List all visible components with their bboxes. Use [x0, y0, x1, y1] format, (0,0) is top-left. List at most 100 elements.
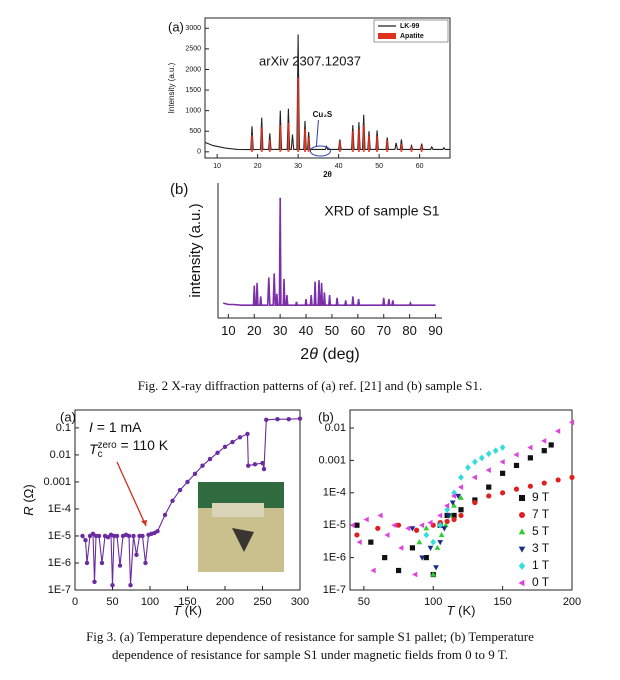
x-tick-label: 60: [416, 163, 424, 170]
x-tick-label: 40: [299, 323, 313, 338]
data-point: [117, 563, 123, 568]
data-point: [177, 487, 183, 493]
data-point: [395, 522, 402, 528]
label-symbol: T: [447, 603, 456, 618]
label-part: = 1 mA: [93, 419, 142, 435]
plot-frame: [349, 409, 573, 591]
peak-bar: [260, 127, 263, 152]
photo-sample: [232, 528, 254, 552]
data-point: [430, 571, 437, 577]
data-point: [427, 519, 433, 526]
figure-caption: Fig. 2 X-ray diffraction patterns of (a)…: [138, 378, 483, 393]
x-tick-label: 20: [247, 323, 261, 338]
data-point: [423, 555, 429, 561]
data-point: [192, 471, 198, 477]
label-part: = 110 K: [117, 437, 169, 453]
legend-label: 0 T: [532, 575, 550, 589]
data-point: [384, 532, 390, 538]
data-point: [405, 525, 411, 532]
data-point: [230, 439, 235, 445]
y-tick-label: 500: [189, 128, 201, 135]
data-point: [131, 533, 136, 539]
data-point: [395, 567, 402, 574]
data-point: [458, 512, 464, 519]
y-tick-label: 1E-4: [323, 487, 346, 499]
inset-photo: [198, 482, 284, 572]
data-point: [356, 539, 362, 546]
data-point: [430, 538, 437, 546]
label-superscript: zero: [98, 440, 118, 451]
legend-label: LK-99: [400, 23, 420, 30]
data-point: [541, 438, 547, 444]
figure-caption: dependence of resistance for sample S1 u…: [112, 647, 508, 662]
data-point: [377, 512, 383, 519]
x-tick-label: 300: [291, 596, 309, 608]
data-point: [513, 451, 519, 458]
data-point: [354, 522, 360, 528]
x-tick-label: 90: [428, 323, 442, 338]
data-point: [423, 531, 430, 539]
data-point: [246, 463, 251, 468]
legend-marker: [518, 546, 526, 553]
label-part: (K): [455, 603, 476, 618]
x-tick-label: 50: [106, 596, 118, 608]
data-point: [451, 516, 457, 523]
y-axis-label: Intensity (a.u.): [167, 62, 176, 113]
data-point: [437, 512, 443, 519]
x-tick-label: 200: [563, 596, 581, 608]
x-tick-label: 100: [424, 596, 442, 608]
data-point: [140, 533, 145, 539]
peak-bar: [410, 146, 413, 152]
x-tick-label: 30: [294, 163, 302, 170]
peak-bar: [386, 140, 389, 152]
data-line: [204, 34, 450, 151]
label-part: (Ω): [21, 484, 36, 506]
y-axis-label: R (Ω): [21, 484, 36, 515]
y-tick-label: 1E-5: [48, 530, 71, 542]
x-tick-label: 10: [213, 163, 221, 170]
data-point: [215, 450, 220, 455]
data-point: [409, 526, 416, 532]
data-point: [83, 537, 88, 543]
x-tick-label: 50: [375, 163, 383, 170]
data-point: [382, 555, 388, 561]
peak-bar: [351, 131, 354, 152]
data-point: [375, 525, 381, 531]
data-point: [155, 529, 160, 534]
data-point: [499, 459, 505, 465]
peak-bar: [297, 77, 300, 152]
peak-bar: [420, 145, 423, 152]
peak-arrow: [315, 119, 319, 147]
data-point: [527, 444, 533, 451]
label-part: 2: [300, 346, 309, 363]
data-point: [433, 565, 439, 571]
data-point: [416, 539, 423, 545]
data-point: [449, 500, 456, 506]
y-axis-label: intensity (a.u.): [187, 203, 204, 297]
data-point: [143, 560, 148, 566]
data-point: [96, 533, 102, 539]
y-tick-label: 2500: [185, 46, 201, 53]
data-point: [297, 416, 303, 421]
data-point: [222, 444, 228, 449]
x-axis-label: 2θ: [323, 170, 332, 179]
y-tick-label: 2000: [185, 66, 201, 73]
x-tick-label: 150: [493, 596, 511, 608]
data-point: [170, 498, 175, 504]
photo-pads: [212, 503, 264, 517]
legend-swatch: [378, 33, 396, 39]
legend-label: Apatite: [400, 33, 424, 40]
data-point: [541, 480, 547, 486]
peak-bar: [357, 129, 360, 152]
data-point: [354, 532, 360, 538]
data-point: [134, 552, 139, 558]
label-subscript: c: [98, 449, 103, 460]
x-tick-label: 50: [325, 323, 339, 338]
label-part: (deg): [318, 346, 360, 363]
data-point: [492, 447, 499, 455]
panel-label: (b): [170, 181, 188, 198]
y-tick-label: 1E-7: [48, 584, 71, 596]
data-point: [105, 535, 111, 540]
data-point: [286, 416, 291, 422]
x-tick-label: 0: [72, 596, 78, 608]
